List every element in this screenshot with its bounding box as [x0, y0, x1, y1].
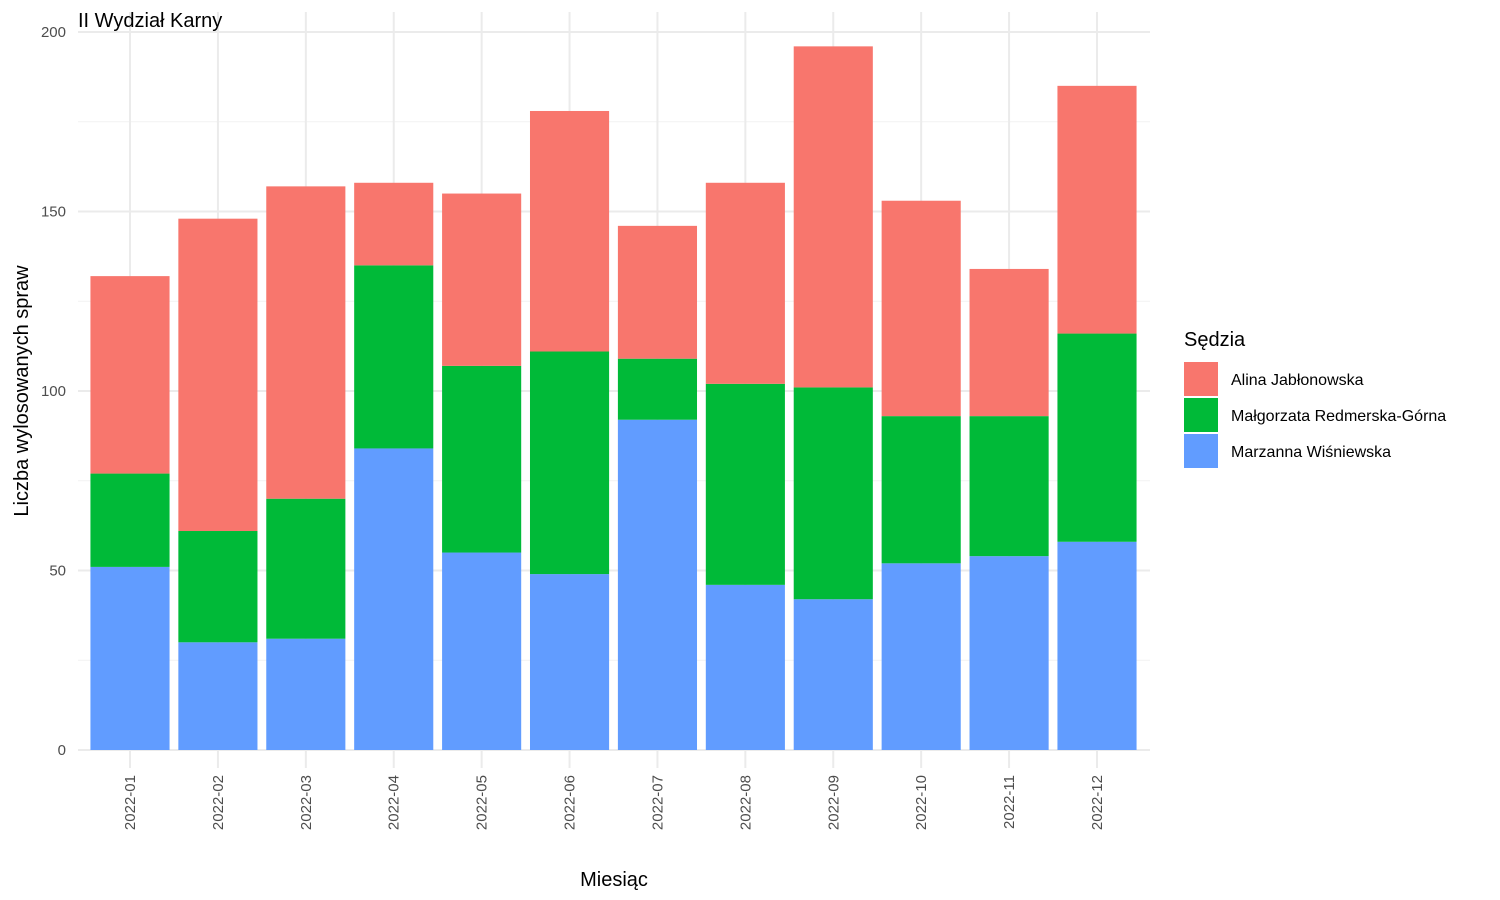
bar-segment [354, 265, 434, 449]
bar-segment [266, 186, 346, 499]
bar-segment [354, 448, 434, 750]
x-tick-label: 2022-07 [649, 775, 666, 830]
legend-label: Marzanna Wiśniewska [1231, 444, 1391, 461]
bar-segment [529, 574, 610, 750]
x-tick-label: 2022-12 [1089, 775, 1106, 830]
legend-title: Sędzia [1184, 329, 1246, 351]
x-tick-label: 2022-06 [562, 775, 579, 830]
legend-label: Małgorzata Redmerska-Górna [1231, 408, 1446, 425]
bar-segment [354, 182, 434, 266]
bar-segment [793, 46, 873, 388]
bar-segment [793, 599, 873, 750]
y-tick-label: 0 [58, 742, 66, 759]
bar-segment [266, 638, 346, 750]
x-tick-label: 2022-04 [386, 775, 403, 830]
legend-key [1184, 362, 1218, 396]
bar-segment [178, 531, 258, 643]
bar-segment [793, 387, 873, 600]
bar-segment [969, 416, 1049, 557]
bar-segment [529, 110, 610, 352]
bar-segment [442, 365, 522, 553]
chart-title: II Wydział Karny [78, 10, 222, 32]
bar-segment [705, 182, 785, 384]
bar-segment [881, 200, 961, 417]
x-tick-label: 2022-01 [122, 775, 139, 830]
bar-segment [442, 193, 522, 366]
bar-segment [90, 276, 170, 474]
x-axis-title: Miesiąc [580, 869, 648, 891]
bar-segment [617, 358, 698, 420]
bar-segment [178, 642, 258, 750]
x-tick-label: 2022-03 [298, 775, 315, 830]
x-tick-label: 2022-09 [825, 775, 842, 830]
bars [90, 46, 1137, 750]
bar-segment [1057, 85, 1137, 334]
bar-segment [1057, 541, 1137, 750]
x-tick-label: 2022-10 [913, 775, 930, 830]
legend-key [1184, 434, 1218, 468]
bar-segment [969, 268, 1049, 417]
legend: Sędzia Alina Jabłonowska Małgorzata Redme… [1184, 329, 1446, 468]
bar-segment [969, 556, 1049, 750]
bar-segment [529, 351, 610, 575]
bar-segment [1057, 333, 1137, 542]
legend-key [1184, 398, 1218, 432]
bar-segment [442, 552, 522, 750]
legend-label: Alina Jabłonowska [1231, 372, 1364, 389]
bar-segment [617, 225, 698, 359]
bar-segment [90, 566, 170, 750]
bar-segment [266, 498, 346, 639]
bar-segment [705, 383, 785, 585]
legend-items: Alina Jabłonowska Małgorzata Redmerska-Gó… [1184, 362, 1446, 468]
bar-segment [881, 416, 961, 564]
bar-segment [881, 563, 961, 750]
y-tick-label: 50 [49, 563, 66, 580]
x-tick-label: 2022-02 [210, 775, 227, 830]
y-tick-label: 150 [41, 204, 66, 221]
y-tick-label: 200 [41, 24, 66, 41]
y-axis-title: Liczba wylosowanych spraw [11, 265, 33, 517]
bar-segment [90, 473, 170, 567]
x-tick-label: 2022-08 [737, 775, 754, 830]
y-axis-ticks: 0 50 100 150 200 [41, 24, 66, 759]
x-axis-ticks: 2022-01 2022-02 2022-03 2022-04 2022-05 2022-… [122, 775, 1106, 830]
x-tick-label: 2022-05 [474, 775, 491, 830]
y-tick-label: 100 [41, 383, 66, 400]
x-tick-label: 2022-11 [1001, 775, 1018, 829]
bar-segment [178, 218, 258, 532]
bar-segment [705, 584, 785, 750]
bar-segment [617, 419, 698, 750]
